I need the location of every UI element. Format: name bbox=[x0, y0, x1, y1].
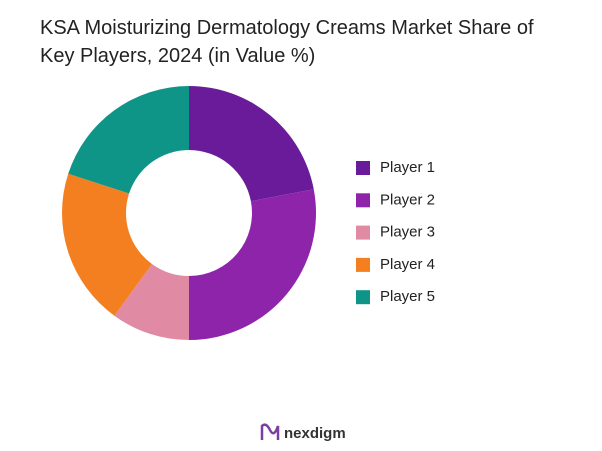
legend-label: Player 5 bbox=[380, 288, 435, 305]
legend-swatch bbox=[356, 290, 370, 305]
legend-swatch bbox=[356, 193, 370, 208]
brand: nexdigm bbox=[284, 425, 346, 442]
donut-slice bbox=[189, 189, 316, 340]
legend-label: Player 2 bbox=[380, 191, 435, 208]
legend-swatch bbox=[356, 225, 370, 240]
donut-slice bbox=[114, 263, 189, 340]
legend-swatch bbox=[356, 257, 370, 272]
legend-swatch bbox=[356, 161, 370, 175]
legend-label: Player 4 bbox=[380, 256, 435, 273]
donut-slice bbox=[189, 86, 314, 202]
logo: nexdigm bbox=[260, 423, 346, 442]
legend-label: Player 3 bbox=[380, 224, 435, 241]
donut-slice bbox=[61, 173, 152, 316]
legend-label: Player 1 bbox=[380, 159, 435, 176]
donut-slice bbox=[68, 86, 189, 194]
chart-title: KSA Moisturizing Dermatology Creams Mark… bbox=[40, 17, 534, 67]
logo-icon bbox=[260, 423, 280, 440]
